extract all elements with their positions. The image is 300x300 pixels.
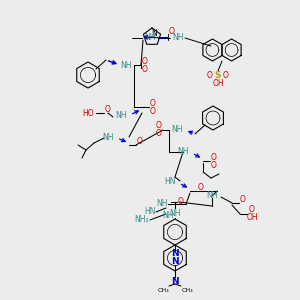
Text: NH: NH (120, 61, 132, 70)
Text: O: O (211, 152, 217, 161)
Text: O: O (178, 197, 184, 206)
Text: NH: NH (162, 212, 174, 220)
Text: CH₃: CH₃ (157, 287, 169, 292)
Text: N: N (171, 250, 179, 259)
Text: OH: OH (212, 79, 224, 88)
Text: O: O (240, 194, 246, 203)
Text: NH: NH (102, 134, 114, 142)
Text: O: O (142, 64, 148, 74)
Text: N: N (151, 29, 157, 38)
Text: NH: NH (172, 34, 184, 43)
Text: O: O (156, 130, 162, 139)
Text: O: O (150, 106, 156, 116)
Text: HO: HO (82, 109, 94, 118)
Text: O: O (142, 56, 148, 65)
Text: HN: HN (164, 178, 176, 187)
Text: O: O (156, 122, 162, 130)
Text: O: O (207, 70, 213, 80)
Text: O: O (150, 98, 156, 107)
Text: NH: NH (169, 209, 181, 218)
Text: O: O (137, 136, 143, 146)
Text: O: O (249, 206, 255, 214)
Text: N: N (171, 256, 179, 266)
Text: CH₃: CH₃ (181, 287, 193, 292)
Text: NH: NH (156, 200, 168, 208)
Text: NH: NH (115, 110, 127, 119)
Text: O: O (211, 160, 217, 169)
Text: N: N (171, 277, 179, 286)
Text: O: O (223, 70, 229, 80)
Text: NH: NH (171, 125, 183, 134)
Text: NH: NH (144, 34, 156, 43)
Text: NH₂: NH₂ (135, 215, 149, 224)
Text: NH: NH (177, 148, 189, 157)
Text: O: O (198, 182, 204, 191)
Text: O: O (105, 104, 111, 113)
Text: S: S (215, 70, 221, 80)
Text: O: O (169, 28, 175, 37)
Text: OH: OH (246, 214, 258, 223)
Text: HN: HN (144, 208, 156, 217)
Text: NH: NH (206, 191, 218, 200)
